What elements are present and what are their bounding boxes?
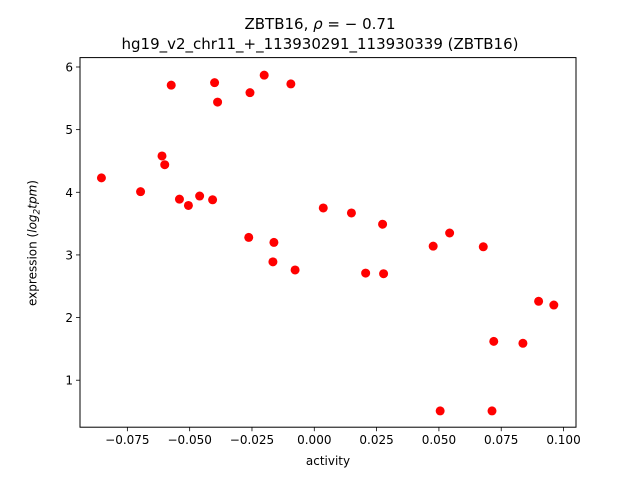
data-point-24 <box>445 228 455 238</box>
x-tick-label-5: 0.050 <box>422 433 456 447</box>
data-point-13 <box>286 79 296 89</box>
data-point-30 <box>534 296 544 306</box>
data-point-0 <box>96 173 106 183</box>
chart-title-rho-value: 0.71 <box>362 15 396 33</box>
data-point-3 <box>157 151 167 161</box>
chart-title: ZBTB16, ρ = − 0.71 <box>244 15 396 33</box>
chart-subtitle: hg19_v2_chr11_+_113930291_113930339 (ZBT… <box>121 35 519 53</box>
x-tick-label-0: −0.075 <box>105 433 149 447</box>
x-axis-ticks: −0.075 −0.050 −0.025 0.000 0.025 0.050 0.075 0.… <box>105 427 581 447</box>
data-point-19 <box>346 208 356 218</box>
y-tick-label-1: 2 <box>65 311 73 325</box>
data-point-31 <box>549 300 559 310</box>
data-point-14 <box>244 232 254 242</box>
data-point-4 <box>160 160 170 170</box>
data-point-29 <box>518 338 528 348</box>
data-point-27 <box>487 406 497 416</box>
data-point-20 <box>378 219 388 229</box>
data-point-5 <box>174 194 184 204</box>
chart-title-rho-symbol: ρ <box>313 15 323 33</box>
plot-frame <box>79 57 577 428</box>
data-point-7 <box>195 191 205 201</box>
y-tick-label-0: 1 <box>65 374 73 388</box>
data-point-23 <box>428 241 438 251</box>
x-tick-label-4: 0.025 <box>359 433 393 447</box>
data-point-18 <box>318 203 328 213</box>
x-tick-label-7: 0.100 <box>546 433 580 447</box>
data-point-8 <box>208 195 218 205</box>
data-point-28 <box>489 336 499 346</box>
y-tick-label-2: 3 <box>65 248 73 262</box>
data-point-15 <box>269 237 279 247</box>
data-point-9 <box>210 78 220 88</box>
y-tick-label-3: 4 <box>65 186 73 200</box>
data-point-25 <box>478 242 488 252</box>
data-point-6 <box>183 200 193 210</box>
data-point-1 <box>136 187 146 197</box>
x-tick-label-1: −0.050 <box>167 433 211 447</box>
y-tick-label-4: 5 <box>65 123 73 137</box>
x-tick-label-6: 0.075 <box>484 433 518 447</box>
x-tick-label-2: −0.025 <box>230 433 274 447</box>
data-point-16 <box>268 257 278 267</box>
data-point-10 <box>213 97 223 107</box>
x-tick-label-3: 0.000 <box>297 433 331 447</box>
y-axis-label: expression (log2tpm) <box>25 180 43 306</box>
data-point-2 <box>166 80 176 90</box>
data-point-12 <box>259 70 269 80</box>
chart-title-rho-sign: − <box>344 15 358 33</box>
data-point-26 <box>435 406 445 416</box>
y-tick-label-5: 6 <box>65 60 73 74</box>
data-point-11 <box>245 88 255 98</box>
chart-title-gene: ZBTB16 <box>244 15 304 33</box>
data-points <box>96 70 559 416</box>
data-point-22 <box>379 269 389 279</box>
data-point-21 <box>361 268 371 278</box>
x-axis-label: activity <box>305 454 351 468</box>
data-point-17 <box>290 265 300 275</box>
y-axis-ticks: 1 2 3 4 5 6 <box>65 60 80 388</box>
